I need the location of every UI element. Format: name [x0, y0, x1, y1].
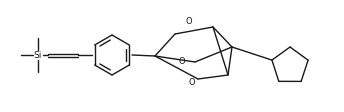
Text: O: O: [179, 57, 185, 66]
Text: O: O: [189, 78, 195, 87]
Text: Si: Si: [34, 51, 42, 60]
Text: O: O: [186, 17, 192, 26]
